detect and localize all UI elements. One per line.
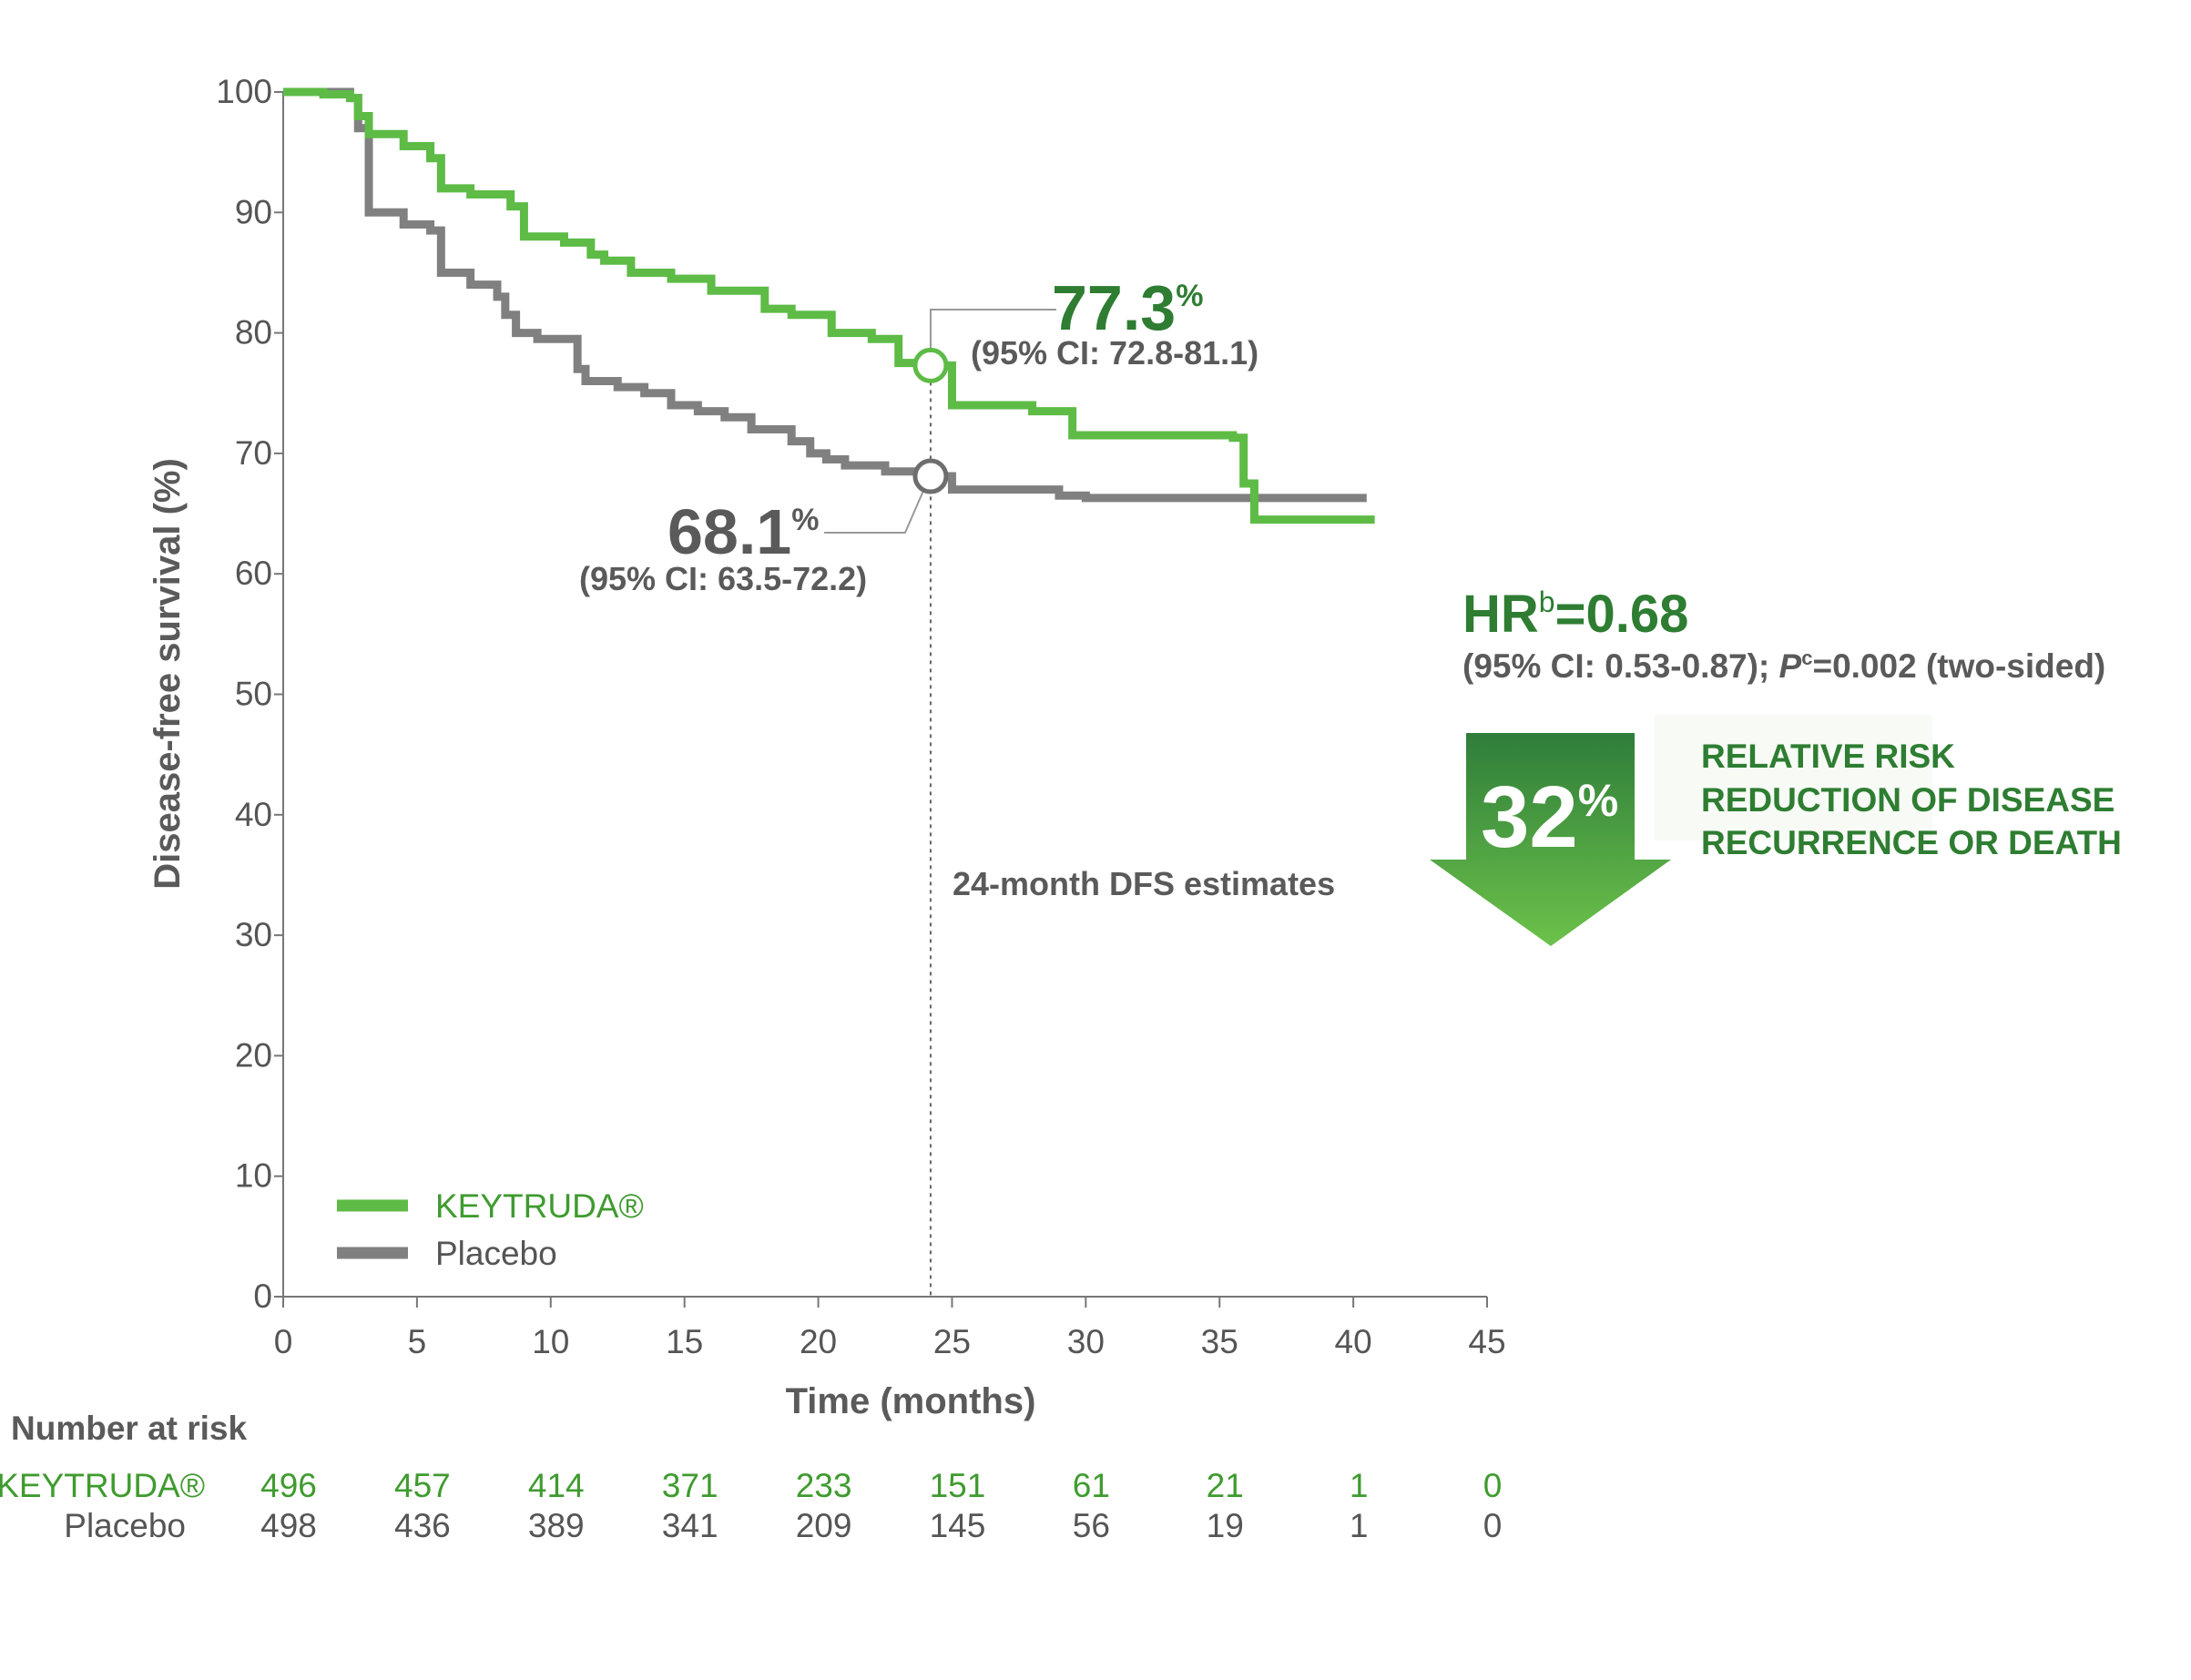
keytruda-24-month-marker xyxy=(912,347,949,383)
y-tick-label: 80 xyxy=(235,314,272,351)
hazard-ratio-ci: (95% CI: 0.53-0.87); Pc=0.002 (two-sided… xyxy=(1462,647,2105,685)
risk-placebo-value: 389 xyxy=(528,1507,585,1544)
y-tick-label: 0 xyxy=(253,1278,272,1315)
risk-reduction-line-2: REDUCTION OF DISEASE xyxy=(1701,781,2115,819)
risk-reduction-line-3: RECURRENCE OR DEATH xyxy=(1701,824,2122,861)
placebo-estimate-leader xyxy=(824,490,924,534)
x-ticks: 0 5 10 15 20 25 30 35 40 45 xyxy=(274,1297,1506,1360)
risk-placebo-value: 209 xyxy=(796,1507,852,1544)
x-tick-label: 5 xyxy=(408,1323,427,1360)
placebo-estimate-value: 68.1% xyxy=(667,496,819,567)
risk-placebo-value: 436 xyxy=(394,1507,451,1544)
risk-keytruda-value: 0 xyxy=(1483,1467,1503,1504)
risk-keytruda-value: 1 xyxy=(1350,1467,1369,1504)
y-tick-label: 50 xyxy=(235,676,272,713)
y-axis-title: Disease-free survival (%) xyxy=(148,458,188,890)
risk-keytruda-value: 457 xyxy=(394,1467,451,1504)
x-tick-label: 35 xyxy=(1201,1323,1238,1360)
risk-table-values: 496 457 414 371 233 151 61 21 1 0 498 436 389 341 209 1… xyxy=(260,1467,1502,1544)
risk-keytruda-value: 496 xyxy=(260,1467,317,1504)
x-axis-title: Time (months) xyxy=(786,1381,1036,1421)
risk-reduction-value: 32% xyxy=(1481,769,1618,866)
risk-placebo-value: 498 xyxy=(260,1507,317,1544)
risk-table-header: Number at risk xyxy=(11,1410,248,1447)
y-ticks: 0 10 20 30 40 50 60 70 80 90 100 xyxy=(216,73,283,1315)
x-tick-label: 15 xyxy=(666,1323,703,1360)
x-tick-label: 45 xyxy=(1468,1323,1505,1360)
risk-row-placebo-label: Placebo xyxy=(64,1507,186,1544)
risk-keytruda-value: 233 xyxy=(796,1467,852,1504)
y-tick-label: 40 xyxy=(235,796,272,833)
legend-keytruda-label: KEYTRUDA® xyxy=(435,1187,644,1225)
24-month-annotation: 24-month DFS estimates xyxy=(953,865,1335,902)
risk-placebo-value: 145 xyxy=(930,1507,986,1544)
x-tick-label: 40 xyxy=(1335,1323,1372,1360)
keytruda-estimate-leader xyxy=(929,309,1056,350)
x-tick-label: 20 xyxy=(800,1323,837,1360)
risk-keytruda-value: 414 xyxy=(528,1467,585,1504)
keytruda-estimate-value: 77.3% xyxy=(1052,272,1203,343)
risk-reduction-text-panel xyxy=(1655,715,1932,840)
x-tick-label: 30 xyxy=(1067,1323,1105,1360)
hazard-ratio: HRb=0.68 xyxy=(1462,585,1688,644)
y-tick-label: 10 xyxy=(235,1157,272,1195)
y-tick-label: 70 xyxy=(235,434,272,472)
y-tick-label: 60 xyxy=(235,555,272,592)
risk-placebo-value: 0 xyxy=(1483,1507,1503,1544)
placebo-estimate-ci: (95% CI: 63.5-72.2) xyxy=(579,560,867,597)
x-tick-label: 25 xyxy=(933,1323,971,1360)
series-keytruda-line xyxy=(283,87,1375,524)
risk-placebo-value: 56 xyxy=(1073,1507,1110,1544)
risk-keytruda-value: 61 xyxy=(1073,1467,1110,1504)
risk-keytruda-value: 151 xyxy=(930,1467,986,1504)
risk-reduction-line-1: RELATIVE RISK xyxy=(1701,738,1955,775)
keytruda-estimate-ci: (95% CI: 72.8-81.1) xyxy=(971,334,1259,372)
risk-placebo-value: 19 xyxy=(1207,1507,1244,1544)
y-tick-label: 90 xyxy=(235,193,272,230)
x-tick-label: 10 xyxy=(532,1323,569,1360)
risk-keytruda-value: 371 xyxy=(662,1467,718,1504)
y-tick-label: 20 xyxy=(235,1036,272,1074)
legend: KEYTRUDA® Placebo xyxy=(337,1187,644,1272)
y-tick-label: 100 xyxy=(216,73,272,110)
risk-row-keytruda-label: KEYTRUDA® xyxy=(0,1467,205,1504)
risk-placebo-value: 341 xyxy=(662,1507,718,1544)
series-placebo-line xyxy=(283,87,1367,503)
risk-keytruda-value: 21 xyxy=(1207,1467,1244,1504)
risk-placebo-value: 1 xyxy=(1350,1507,1369,1544)
y-tick-label: 30 xyxy=(235,916,272,953)
series-group xyxy=(283,87,1375,524)
placebo-24-month-marker xyxy=(912,458,949,494)
risk-reduction-arrow xyxy=(1430,733,1671,946)
legend-placebo-label: Placebo xyxy=(435,1235,557,1272)
x-tick-label: 0 xyxy=(274,1323,293,1360)
